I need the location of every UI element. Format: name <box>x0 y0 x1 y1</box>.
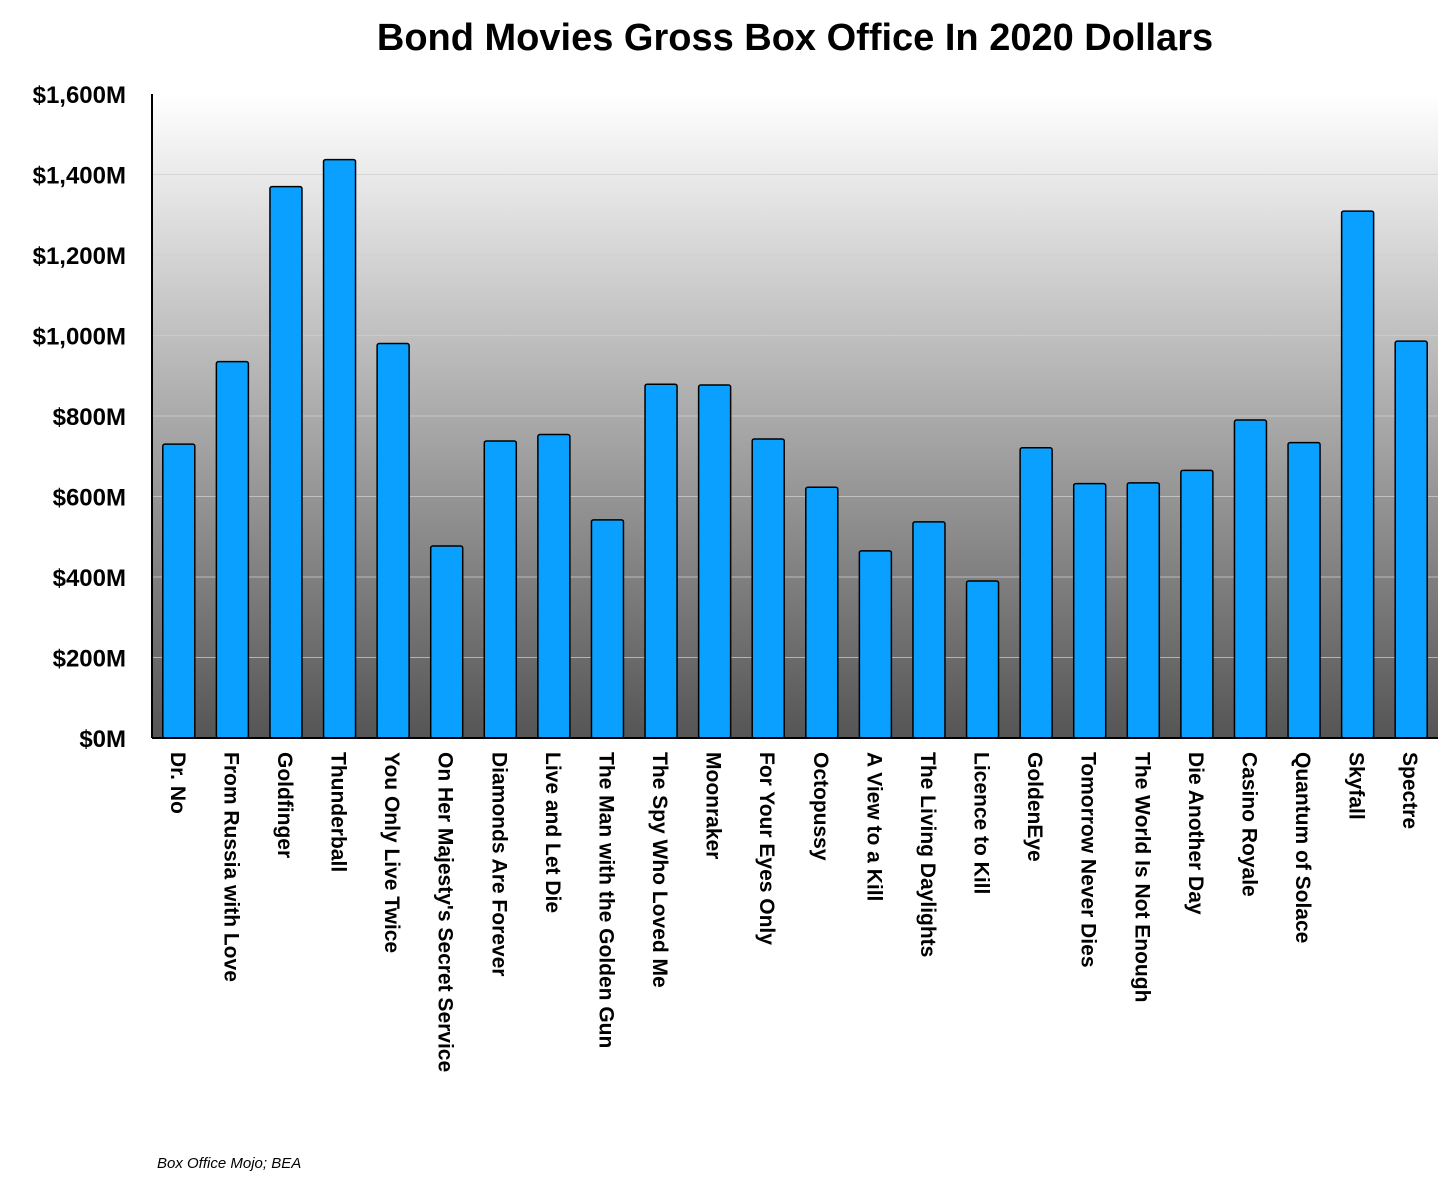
x-tick-label: A View to a Kill <box>862 752 885 901</box>
y-tick-label: $1,600M <box>33 82 126 109</box>
x-tick-label: Casino Royale <box>1237 752 1260 897</box>
x-tick-label: You Only Live Twice <box>380 752 403 953</box>
x-tick-label: Live and Let Die <box>541 752 564 913</box>
bar <box>215 360 250 739</box>
bar <box>376 342 410 739</box>
bar <box>429 545 464 739</box>
x-tick-label: Diamonds Are Forever <box>487 752 510 976</box>
x-tick-label: Spectre <box>1398 752 1421 829</box>
bar <box>1340 210 1375 739</box>
y-axis-tick-labels: $0M $200M $400M $600M $800M $1,000M $1,200M $1,… <box>33 82 126 753</box>
bar <box>697 384 732 739</box>
x-tick-label: Octopussy <box>809 752 832 861</box>
x-tick-label: Die Another Day <box>1184 752 1207 915</box>
bar <box>1287 441 1321 739</box>
y-tick-label: $800M <box>53 404 126 431</box>
bar <box>162 443 196 739</box>
bar <box>537 433 571 739</box>
bar <box>965 580 1000 739</box>
x-tick-label: For Your Eyes Only <box>755 752 778 945</box>
bar <box>1233 419 1268 739</box>
x-tick-label: Goldfinger <box>273 752 296 858</box>
x-tick-label: Dr. No <box>166 752 189 814</box>
x-tick-label: GoldenEye <box>1023 752 1046 862</box>
y-tick-label: $0M <box>79 726 126 753</box>
axes <box>151 94 1438 739</box>
x-tick-label: Tomorrow Never Dies <box>1077 752 1100 968</box>
x-tick-label: Skyfall <box>1345 752 1368 820</box>
source-note: Box Office Mojo; BEA <box>157 1155 301 1172</box>
bar <box>912 521 946 739</box>
y-tick-label: $1,000M <box>33 324 126 351</box>
x-tick-label: The Spy Who Loved Me <box>648 752 671 988</box>
y-tick-label: $400M <box>53 565 126 592</box>
bar <box>1019 447 1053 739</box>
x-tick-label: Moonraker <box>702 752 725 859</box>
bar <box>644 383 678 739</box>
x-axis-tick-labels: Dr. No From Russia with Love Goldfinger Thu… <box>166 752 1421 1072</box>
y-tick-label: $1,400M <box>33 163 126 190</box>
x-tick-label: The Living Daylights <box>916 752 939 957</box>
x-tick-label: Thunderball <box>327 752 350 872</box>
bar <box>322 158 357 739</box>
bar <box>751 438 785 739</box>
bar <box>483 440 518 739</box>
bar <box>1072 482 1107 739</box>
x-tick-label: From Russia with Love <box>219 752 242 982</box>
bar <box>1394 340 1428 739</box>
y-tick-label: $200M <box>53 646 126 673</box>
bar <box>590 519 625 739</box>
x-tick-label: Quantum of Solace <box>1291 752 1314 943</box>
bar <box>858 550 893 739</box>
gridlines <box>152 174 1438 658</box>
bars <box>162 158 1428 739</box>
x-tick-label: The Man with the Golden Gun <box>594 752 617 1048</box>
x-tick-label: The World Is Not Enough <box>1130 752 1153 1002</box>
chart-title: Bond Movies Gross Box Office In 2020 Dol… <box>377 17 1213 59</box>
y-tick-label: $600M <box>53 485 126 512</box>
bar <box>805 486 839 739</box>
bar <box>1126 482 1161 739</box>
x-tick-label: Licence to Kill <box>970 752 993 894</box>
bar <box>269 185 303 739</box>
x-tick-label: On Her Majesty's Secret Service <box>434 752 457 1072</box>
bar <box>1180 469 1214 739</box>
y-tick-label: $1,200M <box>33 243 126 270</box>
